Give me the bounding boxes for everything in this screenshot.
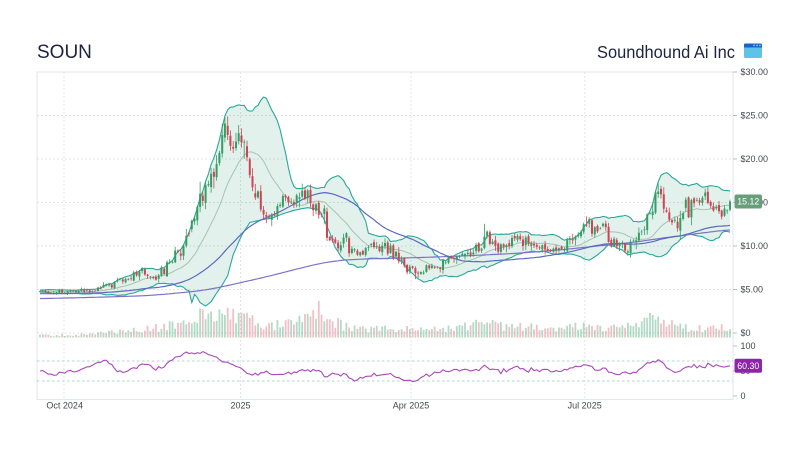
- svg-text:$10.00: $10.00: [741, 241, 769, 251]
- svg-text:$25.00: $25.00: [741, 111, 769, 121]
- svg-text:$30.00: $30.00: [741, 67, 769, 77]
- svg-text:Apr 2025: Apr 2025: [393, 401, 430, 411]
- svg-text:$0: $0: [741, 328, 751, 338]
- svg-text:60.30: 60.30: [737, 361, 759, 371]
- svg-text:100: 100: [741, 341, 756, 351]
- svg-text:Soundhound Ai Inc: Soundhound Ai Inc: [597, 42, 735, 62]
- svg-text:Oct 2024: Oct 2024: [46, 401, 83, 411]
- svg-text:$5.00: $5.00: [741, 285, 764, 295]
- svg-text:Jul 2025: Jul 2025: [568, 401, 602, 411]
- svg-text:0: 0: [741, 391, 746, 401]
- svg-text:2025: 2025: [230, 401, 250, 411]
- svg-text:SOUN: SOUN: [37, 42, 92, 63]
- svg-text:15.12: 15.12: [737, 197, 759, 207]
- svg-text:$20.00: $20.00: [741, 154, 769, 164]
